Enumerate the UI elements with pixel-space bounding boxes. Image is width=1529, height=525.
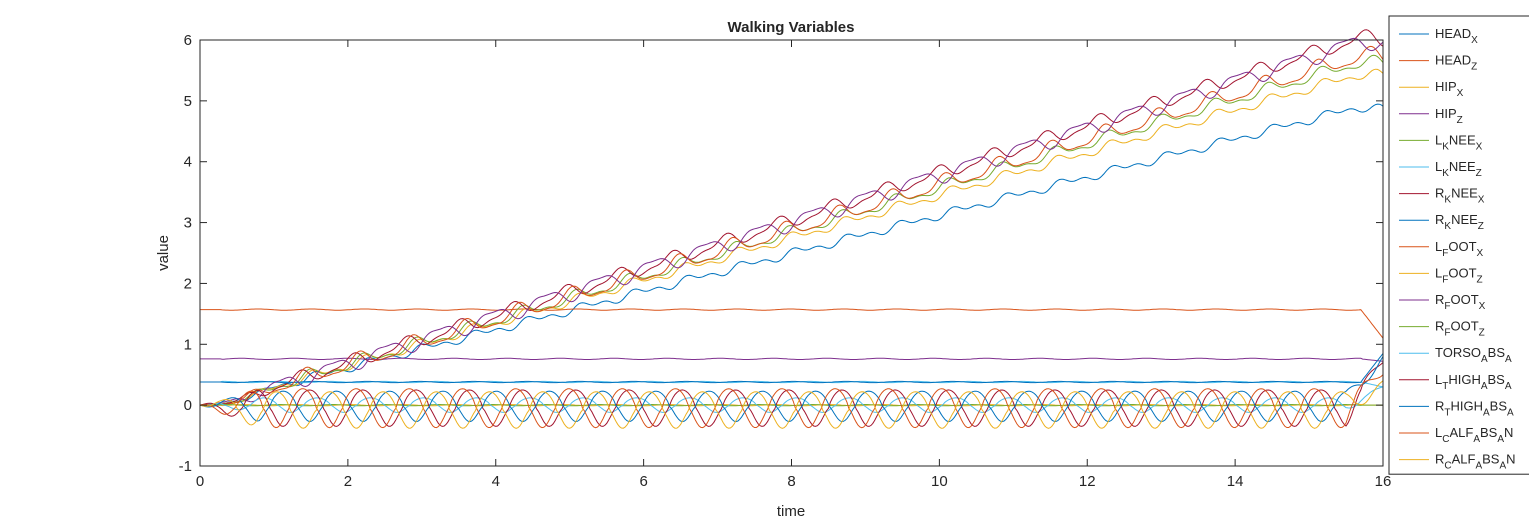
legend-entry-label: RCALFABSAN — [1435, 452, 1516, 472]
legend-entry-label: RTHIGHABSA — [1435, 398, 1514, 418]
x-tick-label: 8 — [787, 473, 795, 490]
legend-entry-label: RKNEEX — [1435, 186, 1485, 206]
legend-entry-label: LKNEEZ — [1435, 159, 1482, 179]
chart-title: Walking Variables — [728, 19, 855, 36]
series-line-rkneex — [200, 29, 1384, 406]
y-tick-label: 2 — [184, 275, 192, 292]
y-tick-label: 5 — [184, 93, 192, 110]
x-tick-label: 16 — [1375, 473, 1392, 490]
series-line-torsoabsa — [199, 386, 1384, 413]
series-line-rkneez — [200, 353, 1384, 384]
x-tick-label: 14 — [1227, 473, 1244, 490]
series-line-rthighabsa — [199, 356, 1384, 423]
legend-entry-label: LTHIGHABSA — [1435, 372, 1512, 392]
x-axis-label: time — [777, 503, 805, 520]
y-tick-label: 0 — [184, 397, 192, 414]
series-layer — [199, 29, 1384, 429]
legend-entry-label: LKNEEX — [1435, 132, 1483, 152]
series-line-lthighabsa — [199, 362, 1384, 427]
legend-entry-label: RFOOTZ — [1435, 319, 1485, 339]
legend-entry-label: HEADZ — [1435, 53, 1477, 73]
x-tick-label: 0 — [196, 473, 204, 490]
y-tick-label: 4 — [184, 154, 192, 171]
x-tick-label: 4 — [492, 473, 500, 490]
series-line-hipz — [200, 357, 1384, 362]
x-tick-label: 6 — [639, 473, 647, 490]
legend-entry-label: RKNEEZ — [1435, 212, 1484, 232]
legend-entry-label: HEADX — [1435, 26, 1478, 46]
y-tick-label: 3 — [184, 215, 192, 232]
x-tick-label: 2 — [344, 473, 352, 490]
y-axis-label: value — [155, 235, 172, 271]
y-tick-label: -1 — [179, 458, 192, 475]
y-tick-label: 6 — [184, 32, 192, 49]
legend-entry-label: LFOOTZ — [1435, 265, 1483, 285]
legend-entry-label: RFOOTX — [1435, 292, 1486, 312]
series-line-lkneex — [199, 54, 1384, 406]
series-line-rcalfabsan — [199, 380, 1384, 429]
y-tick-label: 1 — [184, 336, 192, 353]
series-line-lcalfabsan — [199, 374, 1384, 429]
legend-entry-label: LCALFABSAN — [1435, 425, 1513, 445]
legend-box — [1388, 15, 1529, 475]
series-line-lkneez — [200, 380, 1384, 388]
series-line-headx — [200, 103, 1384, 406]
series-line-lfootx — [199, 45, 1384, 406]
x-tick-label: 10 — [931, 473, 948, 490]
legend: HEADX HEADZ HIPX HIPZ LKNEEX LKNEEZ RKNEEX RKNE… — [1388, 15, 1529, 475]
legend-entry-label: TORSOABSA — [1435, 345, 1512, 365]
series-line-rfootx — [199, 37, 1384, 406]
series-line-headz — [200, 308, 1384, 339]
x-tick-label: 12 — [1079, 473, 1096, 490]
legend-entry-label: HIPZ — [1435, 106, 1463, 126]
legend-entry-label: LFOOTX — [1435, 239, 1484, 259]
legend-entry-label: HIPX — [1435, 79, 1464, 99]
